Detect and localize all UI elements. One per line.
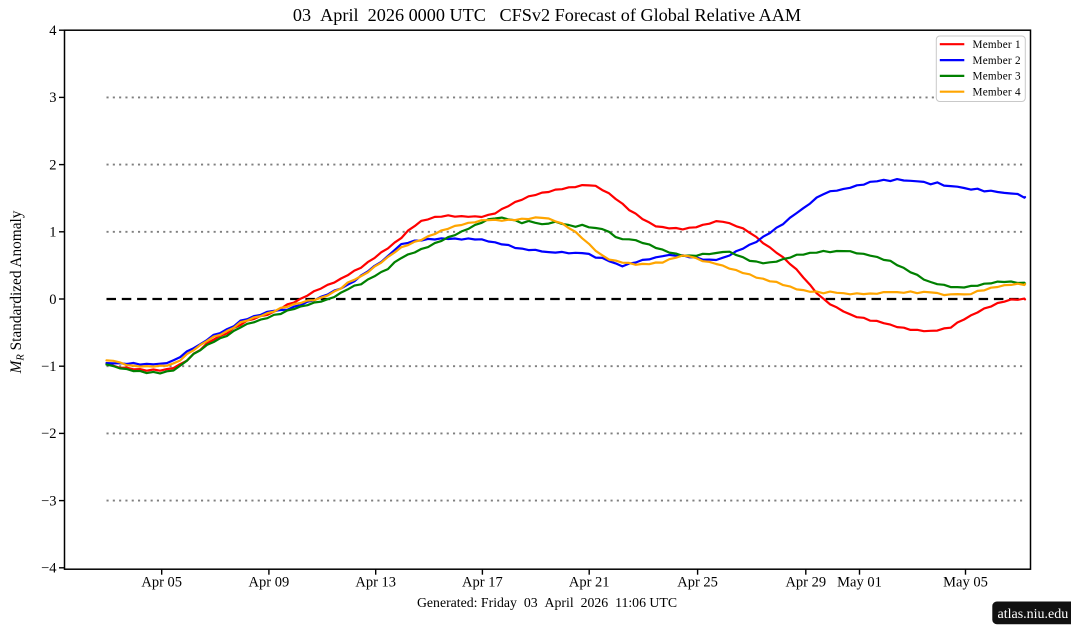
svg-text:Apr 17: Apr 17	[462, 575, 503, 591]
svg-text:May 05: May 05	[943, 575, 988, 591]
svg-text:0: 0	[49, 292, 56, 308]
svg-text:−2: −2	[41, 426, 56, 442]
svg-text:Apr 25: Apr 25	[677, 575, 718, 591]
svg-text:03 April 2026 0000 UTC CFS: 03 April 2026 0000 UTC CFSv2 Forecast of…	[293, 5, 801, 25]
svg-text:−3: −3	[41, 493, 56, 509]
svg-text:Member 2: Member 2	[973, 55, 1021, 67]
svg-text:−1: −1	[41, 359, 56, 375]
svg-text:May 01: May 01	[837, 575, 882, 591]
svg-text:Apr 09: Apr 09	[249, 575, 290, 591]
svg-text:−4: −4	[41, 561, 57, 577]
svg-text:Member 4: Member 4	[973, 86, 1021, 98]
svg-text:Apr 13: Apr 13	[355, 575, 396, 591]
svg-text:Member 1: Member 1	[973, 39, 1021, 51]
svg-text:2: 2	[49, 157, 56, 173]
svg-text:Member 3: Member 3	[973, 71, 1021, 83]
svg-text:1: 1	[49, 225, 56, 241]
svg-text:MR Standardized Anomaly: MR Standardized Anomaly	[8, 210, 27, 374]
svg-text:3: 3	[49, 90, 56, 106]
svg-text:atlas.niu.edu: atlas.niu.edu	[998, 607, 1069, 622]
svg-text:Apr 21: Apr 21	[569, 575, 610, 591]
svg-text:Generated: Friday 03 April: Generated: Friday 03 April 2026 11:06 UT…	[417, 595, 677, 610]
svg-text:Apr 05: Apr 05	[141, 575, 182, 591]
svg-text:4: 4	[49, 23, 57, 39]
svg-text:Apr 29: Apr 29	[785, 575, 826, 591]
